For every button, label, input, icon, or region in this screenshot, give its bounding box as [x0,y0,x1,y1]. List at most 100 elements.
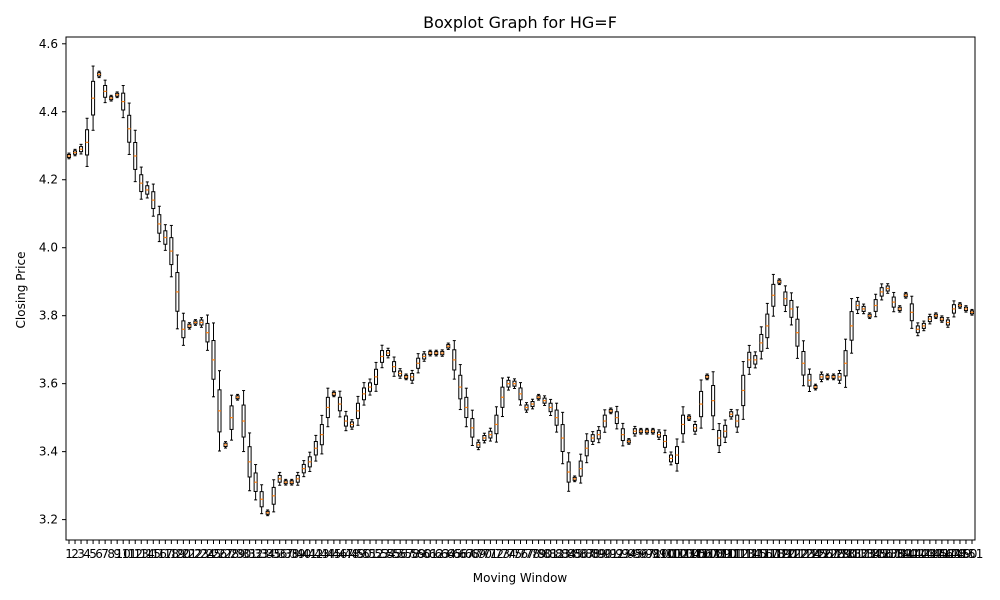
box-118 [771,273,776,317]
box-25 [211,322,216,398]
box-137 [885,283,890,294]
x-tick-label: 147 [936,547,959,561]
x-tick-label: 68 [465,547,480,561]
box-55 [392,356,397,377]
box-28 [229,394,234,441]
box-2 [73,148,78,157]
box-128 [831,373,836,381]
x-tick-label: 151 [961,547,984,561]
x-tick-label: 23 [194,547,209,561]
x-tick-label: 137 [876,547,899,561]
x-tick-label: 75 [507,547,522,561]
x-tick-label: 103 [672,547,695,561]
x-tick-label: 6 [95,547,103,561]
y-tick-label: 4.0 [39,241,58,255]
box-38 [289,478,294,486]
box-113 [741,361,746,420]
box-36 [277,471,282,486]
box-123 [801,340,806,387]
x-tick-label: 141 [900,547,923,561]
box-58 [410,369,415,384]
x-tick-label: 115 [744,547,767,561]
box-108 [711,371,716,431]
box-13 [139,166,144,200]
box-143 [921,320,926,332]
box-31 [247,432,252,492]
box-142 [915,322,920,337]
box-56 [398,368,403,379]
x-tick-label: 112 [726,547,749,561]
x-tick-label: 18 [164,547,179,561]
x-tick-label: 129 [828,547,851,561]
x-tick-label: 7 [101,547,109,561]
box-93 [620,422,625,447]
box-37 [283,478,288,486]
box-68 [470,409,475,447]
x-tick-label: 53 [374,547,389,561]
x-tick-label: 55 [386,547,401,561]
box-96 [638,427,643,435]
x-tick-label: 36 [272,547,287,561]
box-139 [897,305,902,313]
x-tick-label: 46 [332,547,347,561]
x-tick-label: 62 [429,547,444,561]
box-61 [428,349,433,357]
box-86 [578,453,583,484]
box-126 [819,371,824,383]
x-tick-label: 136 [870,547,893,561]
box-22 [193,319,198,326]
box-101 [668,451,674,466]
box-46 [337,390,342,418]
x-tick-label: 126 [810,547,833,561]
box-77 [524,402,529,413]
box-97 [644,427,649,435]
x-tick-label: 79 [531,547,546,561]
x-tick-label: 84 [561,547,576,561]
y-axis-label: Closing Price [14,252,28,329]
box-91 [608,407,613,415]
x-tick-label: 30 [236,547,251,561]
x-tick-label: 120 [774,547,797,561]
box-87 [584,433,589,464]
box-130 [843,338,848,388]
box-127 [825,373,830,381]
box-75 [512,378,517,389]
box-70 [482,432,487,444]
x-tick-label: 90 [597,547,612,561]
y-tick-label: 3.8 [39,309,58,323]
x-tick-label: 19 [170,547,185,561]
y-tick-label: 3.6 [39,377,58,391]
x-tick-label: 83 [555,547,570,561]
box-30 [241,390,246,453]
x-tick-label: 143 [912,547,935,561]
x-tick-label: 58 [405,547,420,561]
box-50 [361,382,366,406]
box-63 [440,349,445,357]
box-33 [259,484,264,515]
x-tick-label: 86 [573,547,588,561]
box-88 [590,431,595,445]
x-tick-label: 13 [134,547,149,561]
box-series [67,65,974,517]
box-15 [151,183,156,217]
box-67 [464,387,469,428]
box-109 [717,423,722,453]
x-tick-label: 9 [113,547,121,561]
box-107 [705,373,710,381]
box-80 [542,395,547,406]
x-tick-label: 57 [398,547,413,561]
box-121 [789,292,794,326]
x-tick-label: 99 [651,547,666,561]
box-117 [765,302,770,349]
x-tick-label: 105 [684,547,707,561]
x-tick-label: 72 [489,547,504,561]
x-tick-label: 131 [840,547,863,561]
box-8 [109,94,114,102]
x-tick-label: 63 [435,547,450,561]
box-133 [861,303,866,315]
box-40 [301,460,306,478]
box-60 [422,351,427,362]
box-51 [367,378,373,396]
x-tick-label: 108 [702,547,725,561]
x-tick-label: 148 [942,547,965,561]
